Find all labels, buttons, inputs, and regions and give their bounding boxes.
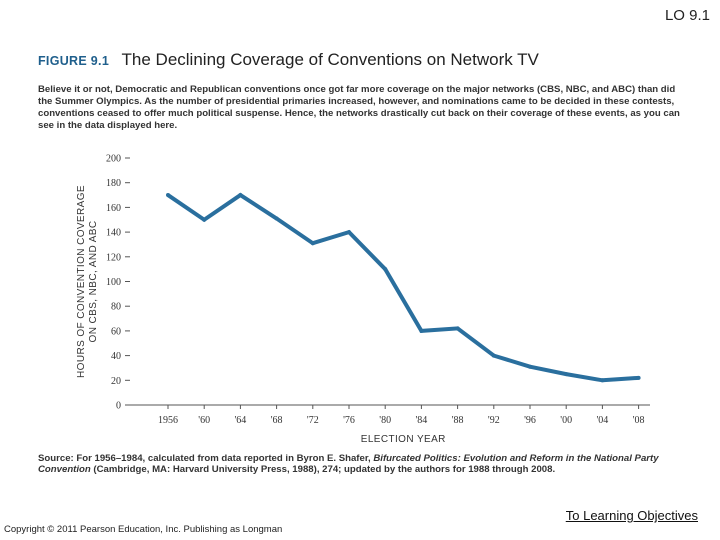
data-point bbox=[310, 241, 315, 246]
x-tick-label: '00 bbox=[560, 415, 572, 426]
x-tick-label: '96 bbox=[524, 415, 536, 426]
data-point bbox=[347, 230, 351, 235]
y-tick-label: 80 bbox=[111, 302, 121, 313]
y-tick-label: 40 bbox=[111, 351, 121, 362]
x-tick-label: '76 bbox=[343, 415, 355, 426]
data-point bbox=[202, 217, 207, 222]
y-tick-label: 120 bbox=[106, 252, 121, 263]
learning-objectives-link[interactable]: To Learning Objectives bbox=[565, 508, 698, 523]
figure-title: The Declining Coverage of Conventions on… bbox=[121, 50, 539, 69]
figure-caption: Believe it or not, Democratic and Republ… bbox=[38, 84, 680, 131]
data-point bbox=[419, 328, 424, 333]
data-point bbox=[564, 372, 569, 377]
series-line bbox=[166, 192, 639, 383]
y-tick-label: 180 bbox=[106, 178, 121, 189]
data-point bbox=[600, 378, 605, 383]
lo-label: LO 9.1 bbox=[664, 7, 710, 24]
x-tick-label: '08 bbox=[633, 415, 645, 426]
source-prefix: Source: For 1956–1984, calculated from d… bbox=[38, 453, 374, 464]
data-point bbox=[636, 375, 641, 380]
data-point bbox=[528, 364, 532, 369]
figure-label: FIGURE 9.1 bbox=[38, 54, 110, 68]
y-tick-label: 160 bbox=[106, 203, 121, 214]
x-axis: 1956 '60 '64 '68 '72 '76 '80 '84 '88 '92 '96 '00 '04… bbox=[130, 404, 650, 426]
y-tick-label: 60 bbox=[111, 326, 121, 337]
data-point bbox=[274, 216, 279, 221]
x-tick-label: '84 bbox=[415, 415, 427, 426]
y-tick-label: 0 bbox=[116, 401, 121, 412]
x-tick-label: '04 bbox=[596, 415, 608, 426]
y-tick-label: 100 bbox=[106, 277, 121, 288]
y-axis-label-line2: ON CBS, NBC, AND ABC bbox=[88, 221, 99, 343]
data-point bbox=[238, 193, 243, 198]
x-axis-label: ELECTION YEAR bbox=[361, 434, 446, 445]
y-axis-label-line1: HOURS OF CONVENTION COVERAGE bbox=[76, 185, 87, 378]
x-tick-label: '64 bbox=[234, 415, 246, 426]
source-book-title: Bifurcated Politics: Evolution and Refor… bbox=[38, 453, 659, 475]
data-points bbox=[166, 193, 641, 383]
figure-heading: FIGURE 9.1 The Declining Coverage of Con… bbox=[38, 50, 698, 70]
x-tick-label: '72 bbox=[307, 415, 319, 426]
y-tick-label: 140 bbox=[106, 228, 121, 239]
copyright-text: Copyright © 2011 Pearson Education, Inc.… bbox=[4, 524, 283, 535]
y-tick-label: 20 bbox=[111, 376, 121, 387]
source-note: Source: For 1956–1984, calculated from d… bbox=[38, 453, 686, 475]
y-axis: 0 20 40 60 80 100 120 140 160 180 200 bbox=[106, 154, 130, 412]
x-tick-label: 1956 bbox=[158, 415, 178, 426]
x-tick-label: '88 bbox=[452, 415, 464, 426]
x-tick-label: '80 bbox=[379, 415, 391, 426]
x-tick-label: '92 bbox=[488, 415, 500, 426]
x-tick-label: '68 bbox=[271, 415, 283, 426]
data-point bbox=[491, 353, 496, 358]
y-tick-label: 200 bbox=[106, 154, 121, 165]
source-suffix: (Cambridge, MA: Harvard University Press… bbox=[90, 464, 556, 475]
data-point bbox=[383, 267, 388, 272]
data-point bbox=[166, 193, 170, 198]
x-tick-label: '60 bbox=[198, 415, 210, 426]
data-point bbox=[455, 326, 460, 331]
